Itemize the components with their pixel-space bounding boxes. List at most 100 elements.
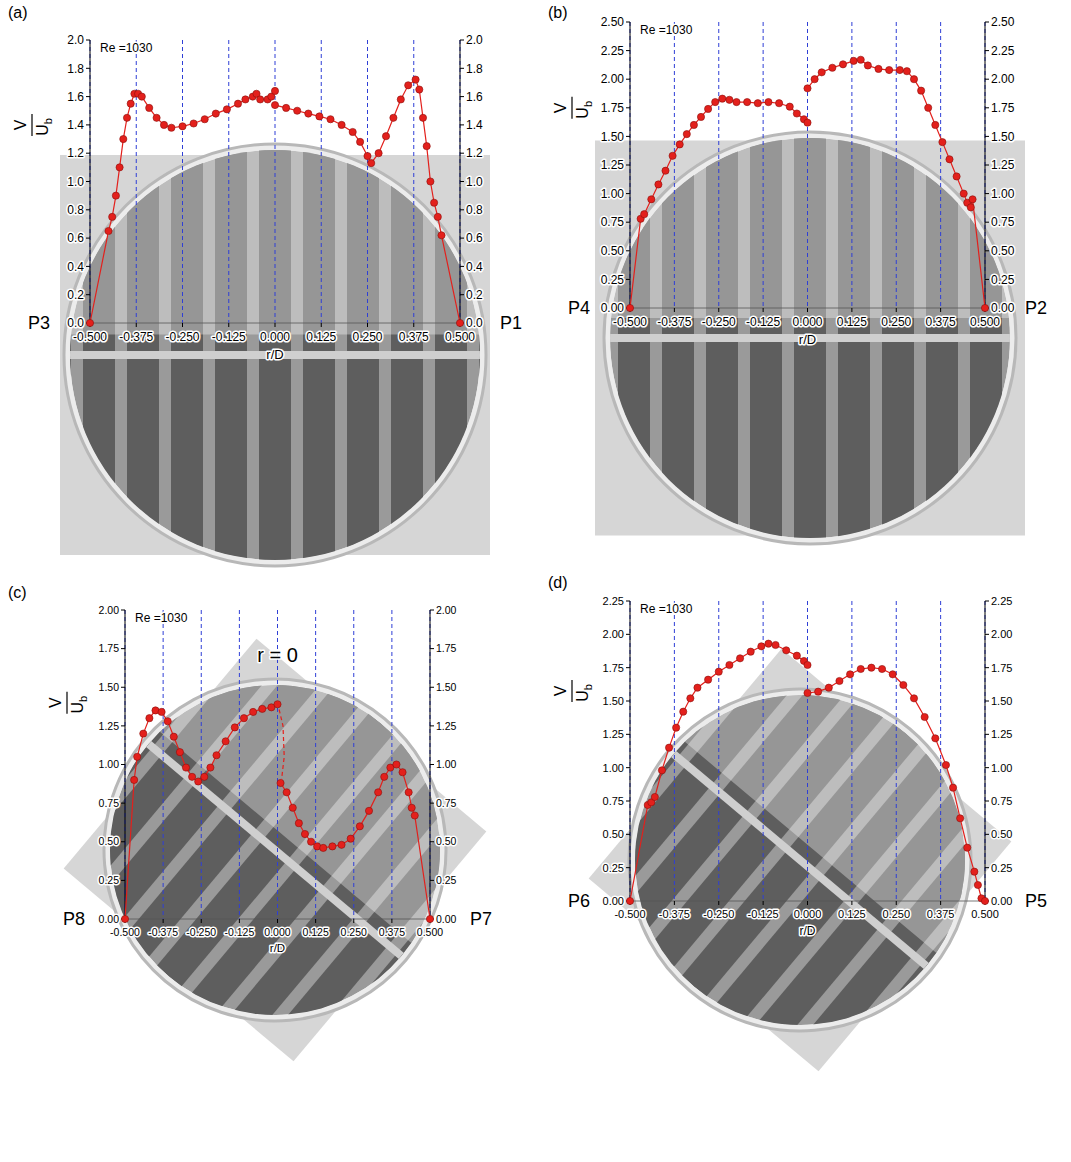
data-point [829,64,836,71]
data-point [981,897,988,904]
fraction-bar [571,680,572,702]
y-tick [626,701,630,702]
data-point [347,835,354,842]
grid-line [228,40,229,323]
denominator: U [574,107,591,119]
y-tick [86,181,90,182]
grid-line [367,40,368,323]
y-tick [626,734,630,735]
data-point [705,105,712,112]
data-point [925,104,932,111]
data-point [804,85,811,92]
x-tick [896,308,897,312]
photo-glare [684,628,1032,954]
y2-tick [430,880,434,881]
data-point [626,304,633,311]
y-title-numerator: V [12,119,29,130]
x-tick [674,308,675,312]
photo-glare [610,138,1010,318]
y-axis-title: VUb [47,692,89,714]
grid-line [353,610,354,919]
y2-tick-label: 0.50 [436,835,457,847]
x-tick-label: 0.125 [838,908,866,920]
x-tick-label: 0.375 [927,908,955,920]
y-tick [86,266,90,267]
data-layer [86,76,463,327]
y-tick [86,238,90,239]
y-axis-title: VUb [552,97,594,119]
profile-line [90,91,275,323]
data-point [839,61,846,68]
data-point [182,764,189,771]
y-axis-title: VUb [552,680,594,702]
x-tick-label: -0.125 [746,315,780,329]
data-point [170,733,177,740]
grid-line [315,610,316,919]
y2-tick-label: 1.00 [991,762,1012,774]
data-point [793,652,800,659]
data-point [804,689,811,696]
grid-line [163,610,164,919]
y2-tick-label: 2.0 [466,33,483,47]
y-title-denominator: Ub [69,696,89,714]
x-tick-label: -0.375 [659,908,690,920]
grid-line [896,601,897,901]
data-point [120,135,127,142]
data-point [921,713,928,720]
data-point [818,69,825,76]
data-point [886,66,893,73]
x-tick-label: 0.000 [260,330,290,344]
y2-tick-label: 1.2 [466,146,483,160]
y2-tick [430,687,434,688]
annotation: Re =1030 [135,611,188,625]
photo-glare [159,618,507,944]
y2-tick [460,266,464,267]
y2-tick-label: 1.00 [436,758,457,770]
x-tick [851,901,852,905]
y2-tick [460,238,464,239]
x-tick-label: 0.375 [399,330,429,344]
data-point [257,96,264,103]
y2-tick-label: 2.00 [991,72,1015,86]
y-tick [86,294,90,295]
data-point [158,708,165,715]
y2-tick [985,867,989,868]
port-label: P7 [470,909,492,929]
y-tick-label: 1.50 [601,130,625,144]
y-tick [86,96,90,97]
y-tick [626,22,630,23]
x-tick [807,308,808,312]
y2-tick [460,68,464,69]
y-tick-label: 0.2 [67,288,84,302]
data-point [974,881,981,888]
y2-tick [430,648,434,649]
data-point [673,724,680,731]
y-tick-label: 0.25 [99,874,120,886]
grid-line [763,22,764,308]
data-point [910,695,917,702]
y-tick-label: 0.6 [67,231,84,245]
data-point [190,120,197,127]
data-point [736,655,743,662]
data-point [733,98,740,105]
data-point [850,57,857,64]
y2-tick-label: 1.75 [991,101,1015,115]
y2-tick [985,634,989,635]
data-point [283,104,290,111]
y2-tick [430,725,434,726]
data-point [277,779,284,786]
y2-tick-label: 0.50 [991,828,1012,840]
x-tick-label: 0.375 [379,926,405,938]
grid-line [718,601,719,901]
data-point [329,843,336,850]
data-point [123,114,130,121]
data-point [719,95,726,102]
y2-tick-label: 1.6 [466,90,483,104]
y2-tick [985,801,989,802]
data-point [146,715,153,722]
data-point [289,804,296,811]
y2-tick-label: 1.25 [991,728,1012,740]
x-tick [940,308,941,312]
data-point [747,648,754,655]
x-tick [940,901,941,905]
